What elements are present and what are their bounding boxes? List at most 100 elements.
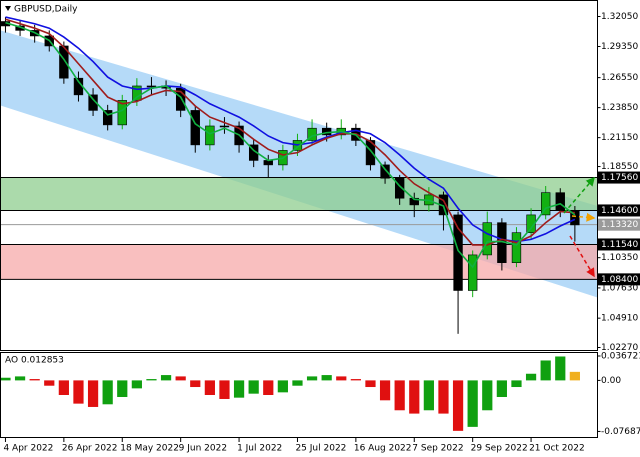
- ao-bar: [14, 376, 26, 381]
- y-tick-label: 1.02270: [601, 343, 638, 353]
- candle-body: [467, 254, 478, 291]
- zone: [0, 244, 598, 280]
- y-tick-label: 1.10350: [601, 253, 638, 263]
- ao-bar: [540, 360, 551, 381]
- ao-bar: [525, 373, 537, 381]
- level-label: 1.08400: [601, 275, 638, 285]
- candle-body: [526, 214, 536, 233]
- ao-bar: [233, 380, 245, 398]
- x-tick-label: 16 Aug 2022: [354, 444, 412, 454]
- candle-body: [59, 45, 69, 79]
- ao-bar: [248, 380, 259, 394]
- x-tick-label: 25 Jul 2022: [295, 444, 346, 454]
- level-box: [598, 171, 640, 184]
- y-tick-label: 1.07630: [601, 283, 638, 293]
- ao-bar: [423, 380, 434, 411]
- x-tick-label: 4 Apr 2022: [3, 444, 53, 454]
- ao-bar: [131, 380, 142, 389]
- ao-bar: [452, 380, 464, 431]
- x-tick-label: 7 Sep 2022: [412, 444, 463, 454]
- ao-bar: [160, 375, 172, 381]
- level-box: [598, 273, 640, 286]
- flat-arrow: [571, 212, 596, 222]
- x-tick-label: 29 Sep 2022: [471, 444, 528, 454]
- candle-body: [88, 94, 98, 111]
- up-arrow: [563, 176, 595, 214]
- candle-body: [190, 110, 200, 146]
- ao-bar: [482, 380, 493, 411]
- candle-body: [555, 192, 565, 211]
- ao-title: AO 0.012853: [5, 356, 64, 366]
- zone: [0, 177, 598, 211]
- y-tick-label: 1.23850: [601, 103, 638, 113]
- y-tick-label: 1.26550: [601, 73, 638, 83]
- ao-bar: [467, 380, 478, 427]
- price-panel: [0, 16, 598, 334]
- price-frame: [0, 0, 598, 351]
- ao-bar: [569, 371, 580, 381]
- ao-bar: [146, 379, 157, 381]
- ao-bar: [336, 376, 347, 381]
- candle-body: [117, 100, 127, 126]
- candle-body: [380, 164, 390, 179]
- ao-bar: [117, 380, 128, 397]
- y-tick-label: 1.21150: [601, 133, 638, 143]
- candle-body: [132, 85, 142, 101]
- level-box: [598, 218, 640, 231]
- ao-bar: [263, 380, 274, 395]
- candle-body: [540, 192, 551, 216]
- level-box: [598, 204, 640, 217]
- candle-body: [570, 210, 580, 226]
- ao-bar: [58, 380, 69, 395]
- ao-bar: [496, 380, 507, 397]
- candle-body: [394, 177, 405, 199]
- ao-bar: [555, 356, 566, 381]
- candle-body: [409, 197, 419, 206]
- y-tick-label: 1.04910: [601, 314, 638, 324]
- ao-bar: [379, 380, 391, 401]
- level-label: 1.17560: [601, 173, 638, 183]
- x-tick-label: 21 Oct 2022: [529, 444, 585, 454]
- x-tick-label: 18 May 2022: [120, 444, 179, 454]
- moving-average: [5, 18, 575, 246]
- x-tick-label: 26 Apr 2022: [62, 444, 118, 454]
- chart-title: GBPUSD,Daily: [14, 5, 78, 15]
- ao-bar: [73, 380, 84, 404]
- ao-tick-label: 0.00: [601, 376, 621, 386]
- ao-bar: [29, 379, 40, 381]
- y-tick-label: 1.18550: [601, 162, 638, 172]
- level-box: [598, 238, 640, 251]
- ao-bar: [365, 380, 376, 388]
- channel: [0, 30, 598, 298]
- ao-bar: [350, 379, 361, 381]
- moving-average: [5, 21, 576, 269]
- x-tick-label: 1 Jul 2022: [237, 444, 282, 454]
- ao-bar: [204, 380, 215, 395]
- ao-tick-label: 0.036721: [601, 352, 640, 362]
- ao-bar: [219, 380, 230, 399]
- ao-bar: [292, 380, 303, 386]
- ao-bar: [0, 377, 11, 381]
- candle-body: [365, 140, 376, 166]
- candle-body: [453, 214, 463, 291]
- candle-body: [102, 110, 113, 126]
- level-label: 1.14600: [601, 206, 638, 216]
- x-tick-label: 9 Jun 2022: [179, 444, 227, 454]
- ao-tick-label: -0.076877: [601, 427, 640, 437]
- ao-bar: [409, 380, 420, 414]
- ao-bar: [190, 380, 201, 388]
- ao-frame: [0, 352, 598, 438]
- ao-bar: [87, 380, 99, 407]
- menu-triangle: [5, 6, 11, 11]
- down-arrow: [569, 235, 595, 278]
- candle-body: [511, 232, 522, 263]
- ao-panel: [0, 356, 580, 431]
- candle-body: [146, 85, 157, 88]
- candle-body: [482, 222, 492, 256]
- ao-bar: [306, 376, 318, 381]
- ao-bar: [438, 380, 449, 414]
- candle-body: [205, 125, 215, 146]
- ao-bar: [511, 380, 522, 388]
